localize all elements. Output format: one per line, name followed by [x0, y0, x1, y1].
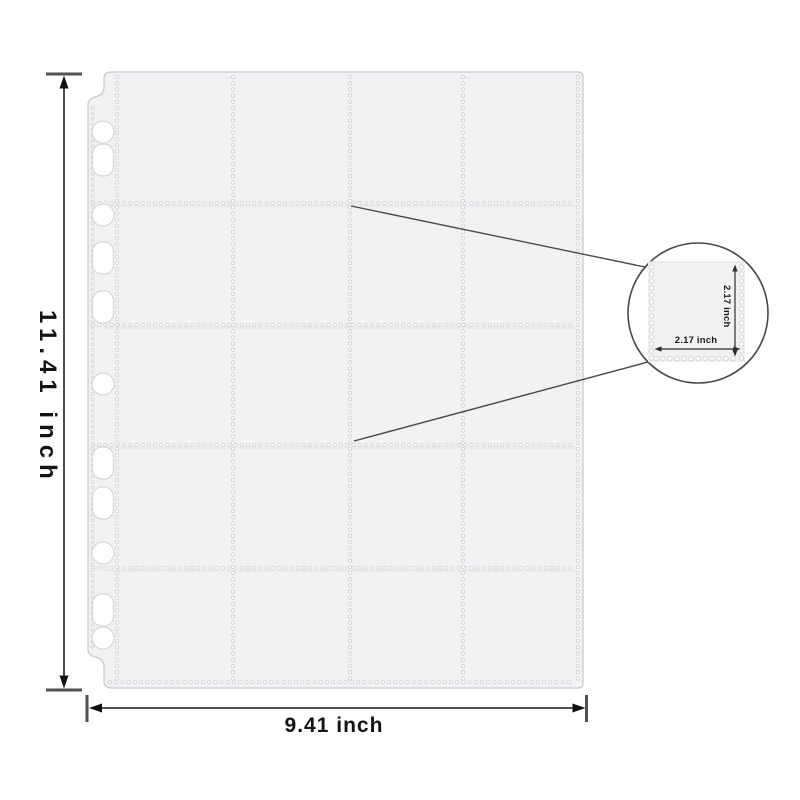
magnifier-leader-lines	[350, 205, 649, 442]
pocket-seams	[90, 74, 581, 685]
width-dimension-arrow	[85, 695, 588, 722]
binder-hole-slot	[91, 290, 115, 324]
binder-hole-slot	[91, 241, 115, 275]
binder-hole-slot	[91, 486, 115, 520]
magnifier-circle	[627, 242, 769, 384]
binder-hole-round	[91, 203, 115, 227]
pocket-width-label: 2.17 inch	[674, 335, 718, 346]
binder-hole-slot	[91, 143, 115, 177]
pocket-detail	[648, 262, 745, 362]
binder-hole-round	[91, 626, 115, 650]
pocket-height-label: 2.17 inch	[721, 285, 732, 328]
binder-holes	[91, 120, 115, 650]
binder-hole-round	[91, 541, 115, 565]
page-width-label: 9.41 inch	[284, 714, 384, 737]
binder-hole-round	[91, 120, 115, 144]
page-sheet	[87, 71, 584, 689]
height-dimension-arrow	[46, 72, 82, 692]
binder-hole-slot	[91, 446, 115, 480]
binder-hole-slot	[91, 593, 115, 627]
page-height-label: 11.41 inch	[34, 310, 61, 485]
binder-hole-round	[91, 372, 115, 396]
